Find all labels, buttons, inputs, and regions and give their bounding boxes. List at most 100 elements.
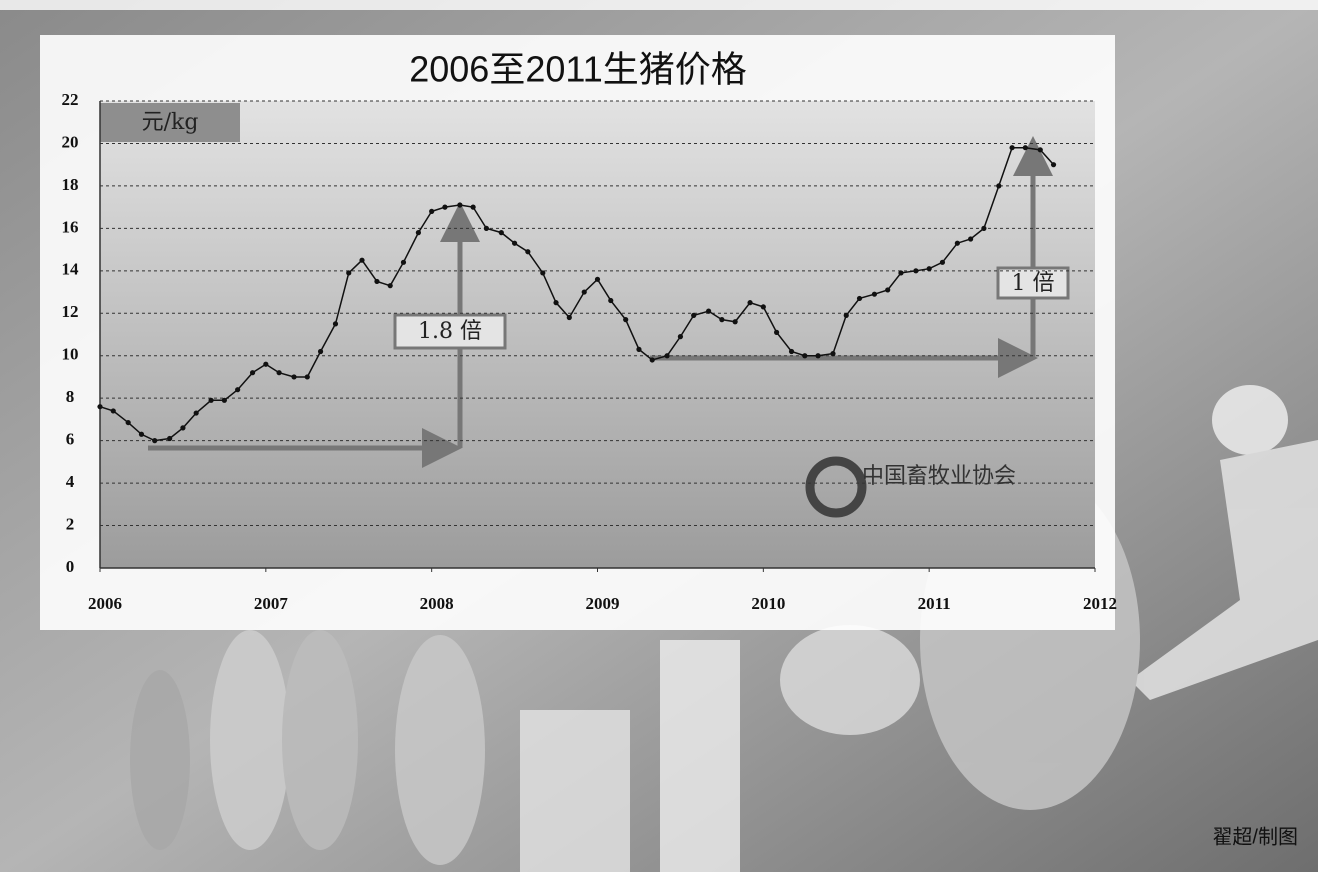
point (97, 404, 103, 410)
point (138, 431, 145, 437)
plot-area (100, 101, 1095, 568)
y-tick-label: 2 (66, 514, 75, 533)
point (167, 435, 173, 442)
point (898, 270, 904, 276)
x-tick-label: 2010 (751, 594, 785, 613)
point (1050, 162, 1057, 168)
point (996, 183, 1002, 189)
point (1022, 145, 1028, 151)
y-tick-label: 18 (62, 175, 79, 194)
point (387, 283, 393, 289)
point (815, 353, 821, 359)
y-tick-label: 8 (66, 387, 75, 406)
point (664, 353, 670, 359)
x-tick-label: 2008 (420, 594, 454, 613)
point (180, 425, 186, 431)
annotation-box (393, 313, 507, 350)
point (981, 225, 987, 231)
point (525, 249, 531, 255)
point (636, 346, 642, 352)
point (939, 259, 946, 265)
point (719, 317, 725, 323)
arrows (148, 136, 1053, 468)
point (968, 236, 974, 242)
point (263, 361, 269, 367)
annotation: 1 倍 (1012, 271, 1055, 296)
point (760, 304, 766, 310)
point (1009, 145, 1015, 151)
point (498, 230, 504, 236)
point (830, 351, 836, 357)
logo-icon (805, 456, 867, 518)
point (429, 208, 435, 214)
credit: 翟超/制图 (1212, 825, 1298, 848)
chart-title: 2006至2011生猪价格 (409, 49, 747, 90)
point (346, 270, 352, 276)
point (235, 387, 241, 393)
point (110, 408, 116, 414)
point (442, 204, 448, 210)
point (774, 329, 780, 335)
point (788, 348, 795, 355)
point (706, 308, 712, 314)
point (221, 397, 227, 403)
point (511, 240, 518, 246)
point (291, 374, 297, 380)
point (125, 419, 131, 426)
unit-box (100, 103, 240, 142)
point (374, 278, 380, 285)
point (304, 374, 310, 380)
y-tick-label: 14 (62, 260, 80, 279)
point (802, 353, 808, 359)
point (540, 270, 546, 276)
y-tick-label: 20 (62, 132, 79, 151)
x-tick-label: 2007 (254, 594, 289, 613)
y-tick-label: 4 (66, 472, 75, 491)
point (317, 348, 324, 355)
point (608, 297, 614, 304)
point (843, 312, 849, 318)
point (470, 204, 476, 210)
point (581, 289, 587, 295)
point (954, 240, 960, 246)
point (856, 295, 863, 302)
point (553, 300, 559, 306)
point (208, 397, 214, 403)
point (332, 321, 339, 327)
point (747, 300, 753, 306)
point (885, 287, 891, 293)
point (359, 257, 365, 263)
point (566, 314, 572, 321)
point (1037, 147, 1043, 153)
point (400, 259, 407, 265)
point (732, 319, 738, 325)
point (691, 312, 697, 318)
y-tick-label: 16 (62, 217, 79, 236)
y-tick-label: 6 (66, 430, 75, 449)
point (623, 317, 629, 323)
point (152, 438, 158, 444)
point (594, 276, 601, 282)
point (457, 202, 463, 208)
plot: 0 2 4 6 8 10 12 14 16 18 20 22 2006 2007 2008 2009 2010 2… (62, 90, 1118, 613)
y-tick-label: 22 (62, 90, 79, 109)
x-tick-label: 2009 (586, 594, 620, 613)
annotation-box (996, 266, 1070, 300)
point (913, 268, 919, 274)
x-tick-label: 2012 (1083, 594, 1117, 613)
point (677, 334, 684, 340)
point (649, 357, 655, 363)
point (871, 291, 878, 297)
point (926, 266, 932, 272)
unit-label: 元/kg (142, 110, 199, 135)
y-tick-label: 10 (62, 345, 79, 364)
x-tick-label: 2006 (88, 594, 122, 613)
point (276, 370, 282, 376)
point (483, 225, 489, 231)
point (415, 230, 421, 236)
logo-text: 中国畜牧业协会 (862, 464, 1016, 489)
point (249, 370, 256, 376)
annotation: 1.8 倍 (418, 319, 482, 344)
